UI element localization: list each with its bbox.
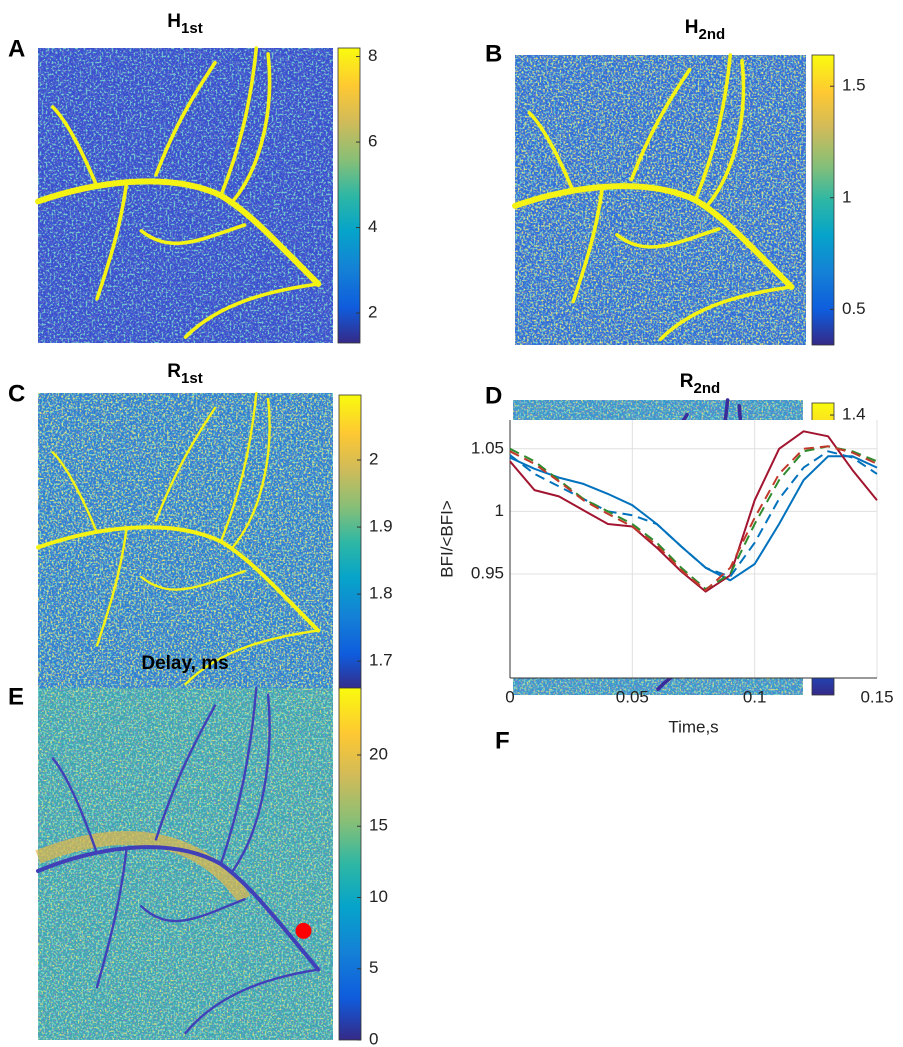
title-sub: 2nd (699, 26, 726, 43)
y-tick-label: 0.95 (471, 564, 504, 583)
colorbar (811, 54, 835, 346)
image-band (35, 831, 251, 904)
colorbar-tick-label: 5 (369, 958, 378, 977)
panel-title: H1st (167, 11, 202, 37)
title-sub: 1st (181, 20, 203, 37)
colorbar-tick-label: 1.7 (369, 651, 393, 670)
vessel (95, 181, 129, 301)
vessel (219, 391, 258, 543)
vessel (219, 46, 259, 198)
vessel (154, 704, 217, 841)
panel-label: E (8, 683, 24, 710)
panel-label: B (485, 40, 502, 67)
title-main: Delay, ms (141, 653, 228, 674)
colorbar-tick-label: 1.9 (369, 517, 393, 536)
colorbar-tick-label: 20 (369, 744, 388, 763)
y-axis-label: BFI/<BFI> (437, 500, 456, 578)
title-sub: 2nd (694, 380, 721, 397)
image-texture (38, 48, 333, 343)
vessel (140, 570, 246, 591)
image-texture (38, 688, 333, 1040)
colorbar-tick-label: 0.5 (842, 299, 866, 318)
panel-title: Delay, ms (141, 653, 228, 674)
colorbar (338, 687, 362, 1041)
colorbar (337, 47, 361, 344)
vessel (658, 285, 794, 341)
title-main: R (167, 361, 181, 382)
colorbar-tick-label: 1.8 (369, 584, 393, 603)
vessel (51, 757, 99, 855)
x-tick-label: 0.05 (616, 687, 649, 706)
panel-title: H2nd (685, 17, 725, 43)
vessel (154, 61, 217, 177)
panel-title: R1st (167, 361, 202, 387)
colorbar-tick-label: 1 (842, 187, 851, 206)
colorbar (338, 394, 362, 691)
y-tick-label: 1.05 (471, 438, 504, 457)
title-main: H (685, 17, 699, 38)
colorbar-tick-label: 2 (369, 450, 378, 469)
series-line (509, 445, 878, 592)
title-main: H (167, 11, 181, 32)
vessel (705, 59, 746, 208)
vessel (51, 105, 99, 189)
vessel (230, 52, 272, 204)
colorbar-tick-label: 15 (369, 816, 388, 835)
vessel (629, 67, 692, 182)
x-tick-label: 0.15 (860, 687, 893, 706)
vessel (184, 629, 320, 686)
vessel (693, 53, 733, 202)
vessel (231, 397, 271, 549)
title-sub: 1st (181, 370, 203, 387)
vessel (571, 186, 605, 304)
vessel (615, 227, 721, 249)
vessel (140, 898, 246, 923)
colorbar-tick-label: 6 (368, 132, 377, 151)
colorbar-tick-label: 1.5 (842, 76, 866, 95)
x-axis-label: Time,s (668, 717, 718, 736)
vessel (95, 528, 128, 647)
vessel (184, 968, 320, 1035)
panel-label: C (8, 380, 25, 407)
vessel (231, 693, 271, 873)
plot-area (510, 420, 877, 678)
title-main: R (680, 371, 694, 392)
x-tick-label: 0 (505, 687, 514, 706)
colorbar-tick-label: 10 (369, 887, 388, 906)
marker-dot (295, 922, 312, 939)
panel-label: D (485, 382, 502, 409)
x-tick-label: 0.1 (743, 687, 767, 706)
vessel (154, 406, 217, 522)
vessel (527, 111, 575, 194)
y-tick-label: 1 (495, 501, 504, 520)
panel-label: A (8, 35, 25, 62)
vessel (95, 848, 128, 989)
vessel (139, 223, 247, 246)
series-line (509, 445, 878, 591)
panel-title: R2nd (680, 371, 720, 397)
colorbar-tick-label: 1.4 (842, 405, 866, 424)
colorbar-tick-label: 0 (369, 1029, 378, 1047)
image-texture (515, 55, 806, 345)
vessel (219, 686, 258, 866)
image-texture (38, 393, 333, 690)
vessel (51, 451, 99, 534)
colorbar-tick-label: 2 (368, 303, 377, 322)
series-line (509, 450, 878, 578)
panel-label: F (495, 727, 510, 754)
colorbar-tick-label: 8 (368, 46, 377, 65)
vessel (183, 282, 321, 339)
colorbar-tick-label: 4 (368, 217, 377, 236)
